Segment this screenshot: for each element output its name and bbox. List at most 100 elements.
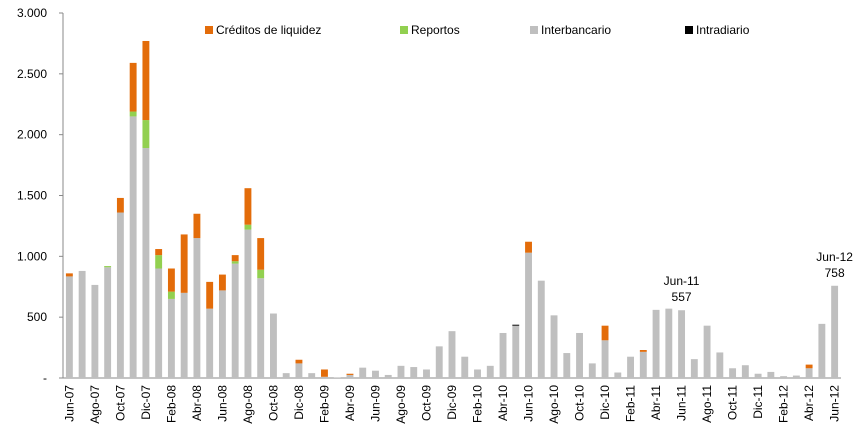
bar-segment: [282, 373, 290, 378]
annotation-label: Jun-12: [816, 250, 853, 264]
bar-segment: [423, 369, 430, 378]
bar-segment: [614, 372, 622, 378]
bar-segment: [116, 197, 124, 213]
x-tick-label: Feb-08: [164, 385, 178, 423]
x-tick-label: Ago-07: [88, 385, 102, 424]
x-tick-label: Feb-09: [317, 385, 331, 423]
bar-segment: [218, 274, 226, 291]
bar-segment: [129, 111, 137, 117]
bar-segment: [474, 369, 481, 378]
bar-segment: [321, 376, 328, 378]
bar-segment: [372, 370, 379, 378]
bar-segment: [193, 238, 201, 378]
bar-segment: [104, 267, 112, 378]
x-tick-label: Dic-11: [751, 385, 765, 419]
x-tick-label: Ago-11: [700, 385, 714, 423]
bar-segment: [550, 315, 558, 378]
x-tick-label: Jun-08: [215, 385, 229, 422]
x-tick-label: Abr-08: [190, 385, 204, 421]
bar-segment: [129, 62, 137, 112]
bar-segment: [512, 325, 520, 378]
y-tick-label: 3.000: [17, 6, 47, 20]
legend-label: Intradiario: [696, 23, 750, 37]
x-tick-label: Dic-09: [445, 385, 459, 420]
annotation-label: Jun-11: [664, 274, 700, 288]
x-tick-label: Abr-11: [649, 385, 663, 420]
bar-segment: [333, 377, 341, 378]
x-tick-label: Abr-10: [496, 385, 510, 421]
bar-segment: [576, 332, 583, 378]
bar-segment: [142, 148, 150, 378]
bar-segment: [652, 309, 660, 378]
bar-segment: [563, 353, 571, 378]
bar-segment: [346, 373, 354, 375]
bar-segment: [65, 276, 73, 378]
bar-segment: [180, 234, 188, 293]
bar-segment: [104, 266, 112, 268]
bar-segment: [257, 238, 265, 270]
bar-segment: [65, 273, 73, 277]
y-tick-label: 500: [27, 310, 47, 324]
x-tick-label: Jun-12: [828, 385, 842, 422]
annotation-value: 557: [672, 290, 692, 304]
bar-segment: [461, 356, 469, 378]
bar-segment: [155, 249, 163, 256]
bar-segment: [754, 373, 762, 378]
x-tick-label: Jun-11: [675, 385, 689, 421]
legend-label: Reportos: [411, 23, 460, 37]
bar-segment: [588, 363, 596, 378]
bar-segment: [384, 374, 392, 378]
bar-segment: [244, 224, 252, 230]
x-tick-label: Ago-08: [241, 385, 255, 424]
bar-segment: [218, 290, 226, 378]
bar-segment: [231, 261, 239, 264]
bar-segment: [690, 359, 698, 378]
bar-segment: [741, 365, 749, 378]
bar-segment: [499, 332, 507, 378]
legend-label: Interbancario: [541, 23, 611, 37]
bar-segment: [448, 331, 456, 378]
bar-segment: [269, 313, 277, 378]
x-tick-label: Ago-10: [547, 385, 561, 424]
x-tick-label: Oct-11: [726, 385, 740, 420]
legend-swatch: [205, 26, 213, 34]
bar-segment: [639, 351, 647, 378]
bar-segment: [91, 284, 99, 378]
bar-segment: [767, 371, 775, 378]
x-tick-label: Feb-12: [777, 385, 791, 423]
bar-segment: [805, 364, 813, 369]
bar-segment: [295, 359, 303, 364]
x-tick-label: Oct-09: [419, 385, 433, 421]
legend-swatch: [685, 26, 693, 34]
x-tick-label: Dic-08: [292, 385, 306, 420]
bar-segment: [678, 310, 686, 378]
bar-segment: [397, 365, 405, 378]
bar-segment: [410, 367, 418, 378]
bar-segment: [665, 308, 673, 378]
bar-segment: [792, 375, 800, 378]
bar-segment: [244, 229, 252, 378]
x-tick-label: Oct-10: [573, 385, 587, 421]
x-tick-label: Dic-07: [139, 385, 153, 420]
x-tick-label: Abr-12: [802, 385, 816, 421]
x-tick-label: Oct-07: [113, 385, 127, 421]
bar-segment: [627, 356, 635, 378]
bar-segment: [78, 270, 86, 378]
bar-segment: [206, 281, 214, 309]
bar-segment: [167, 298, 175, 378]
bar-segment: [729, 368, 737, 378]
bar-segment: [231, 263, 239, 378]
x-tick-label: Jun-10: [522, 385, 536, 422]
y-tick-label: 2.000: [17, 128, 47, 142]
x-tick-label: Dic-10: [598, 385, 612, 420]
bar-segment: [167, 268, 175, 292]
bar-segment: [805, 368, 813, 378]
bar-segment: [155, 255, 163, 269]
bar-segment: [142, 40, 150, 121]
x-tick-label: Oct-08: [266, 385, 280, 421]
legend-label: Créditos de liquidez: [216, 23, 321, 37]
y-tick-label: 2.500: [17, 67, 47, 81]
legend-swatch: [530, 26, 538, 34]
bar-segment: [601, 340, 609, 378]
